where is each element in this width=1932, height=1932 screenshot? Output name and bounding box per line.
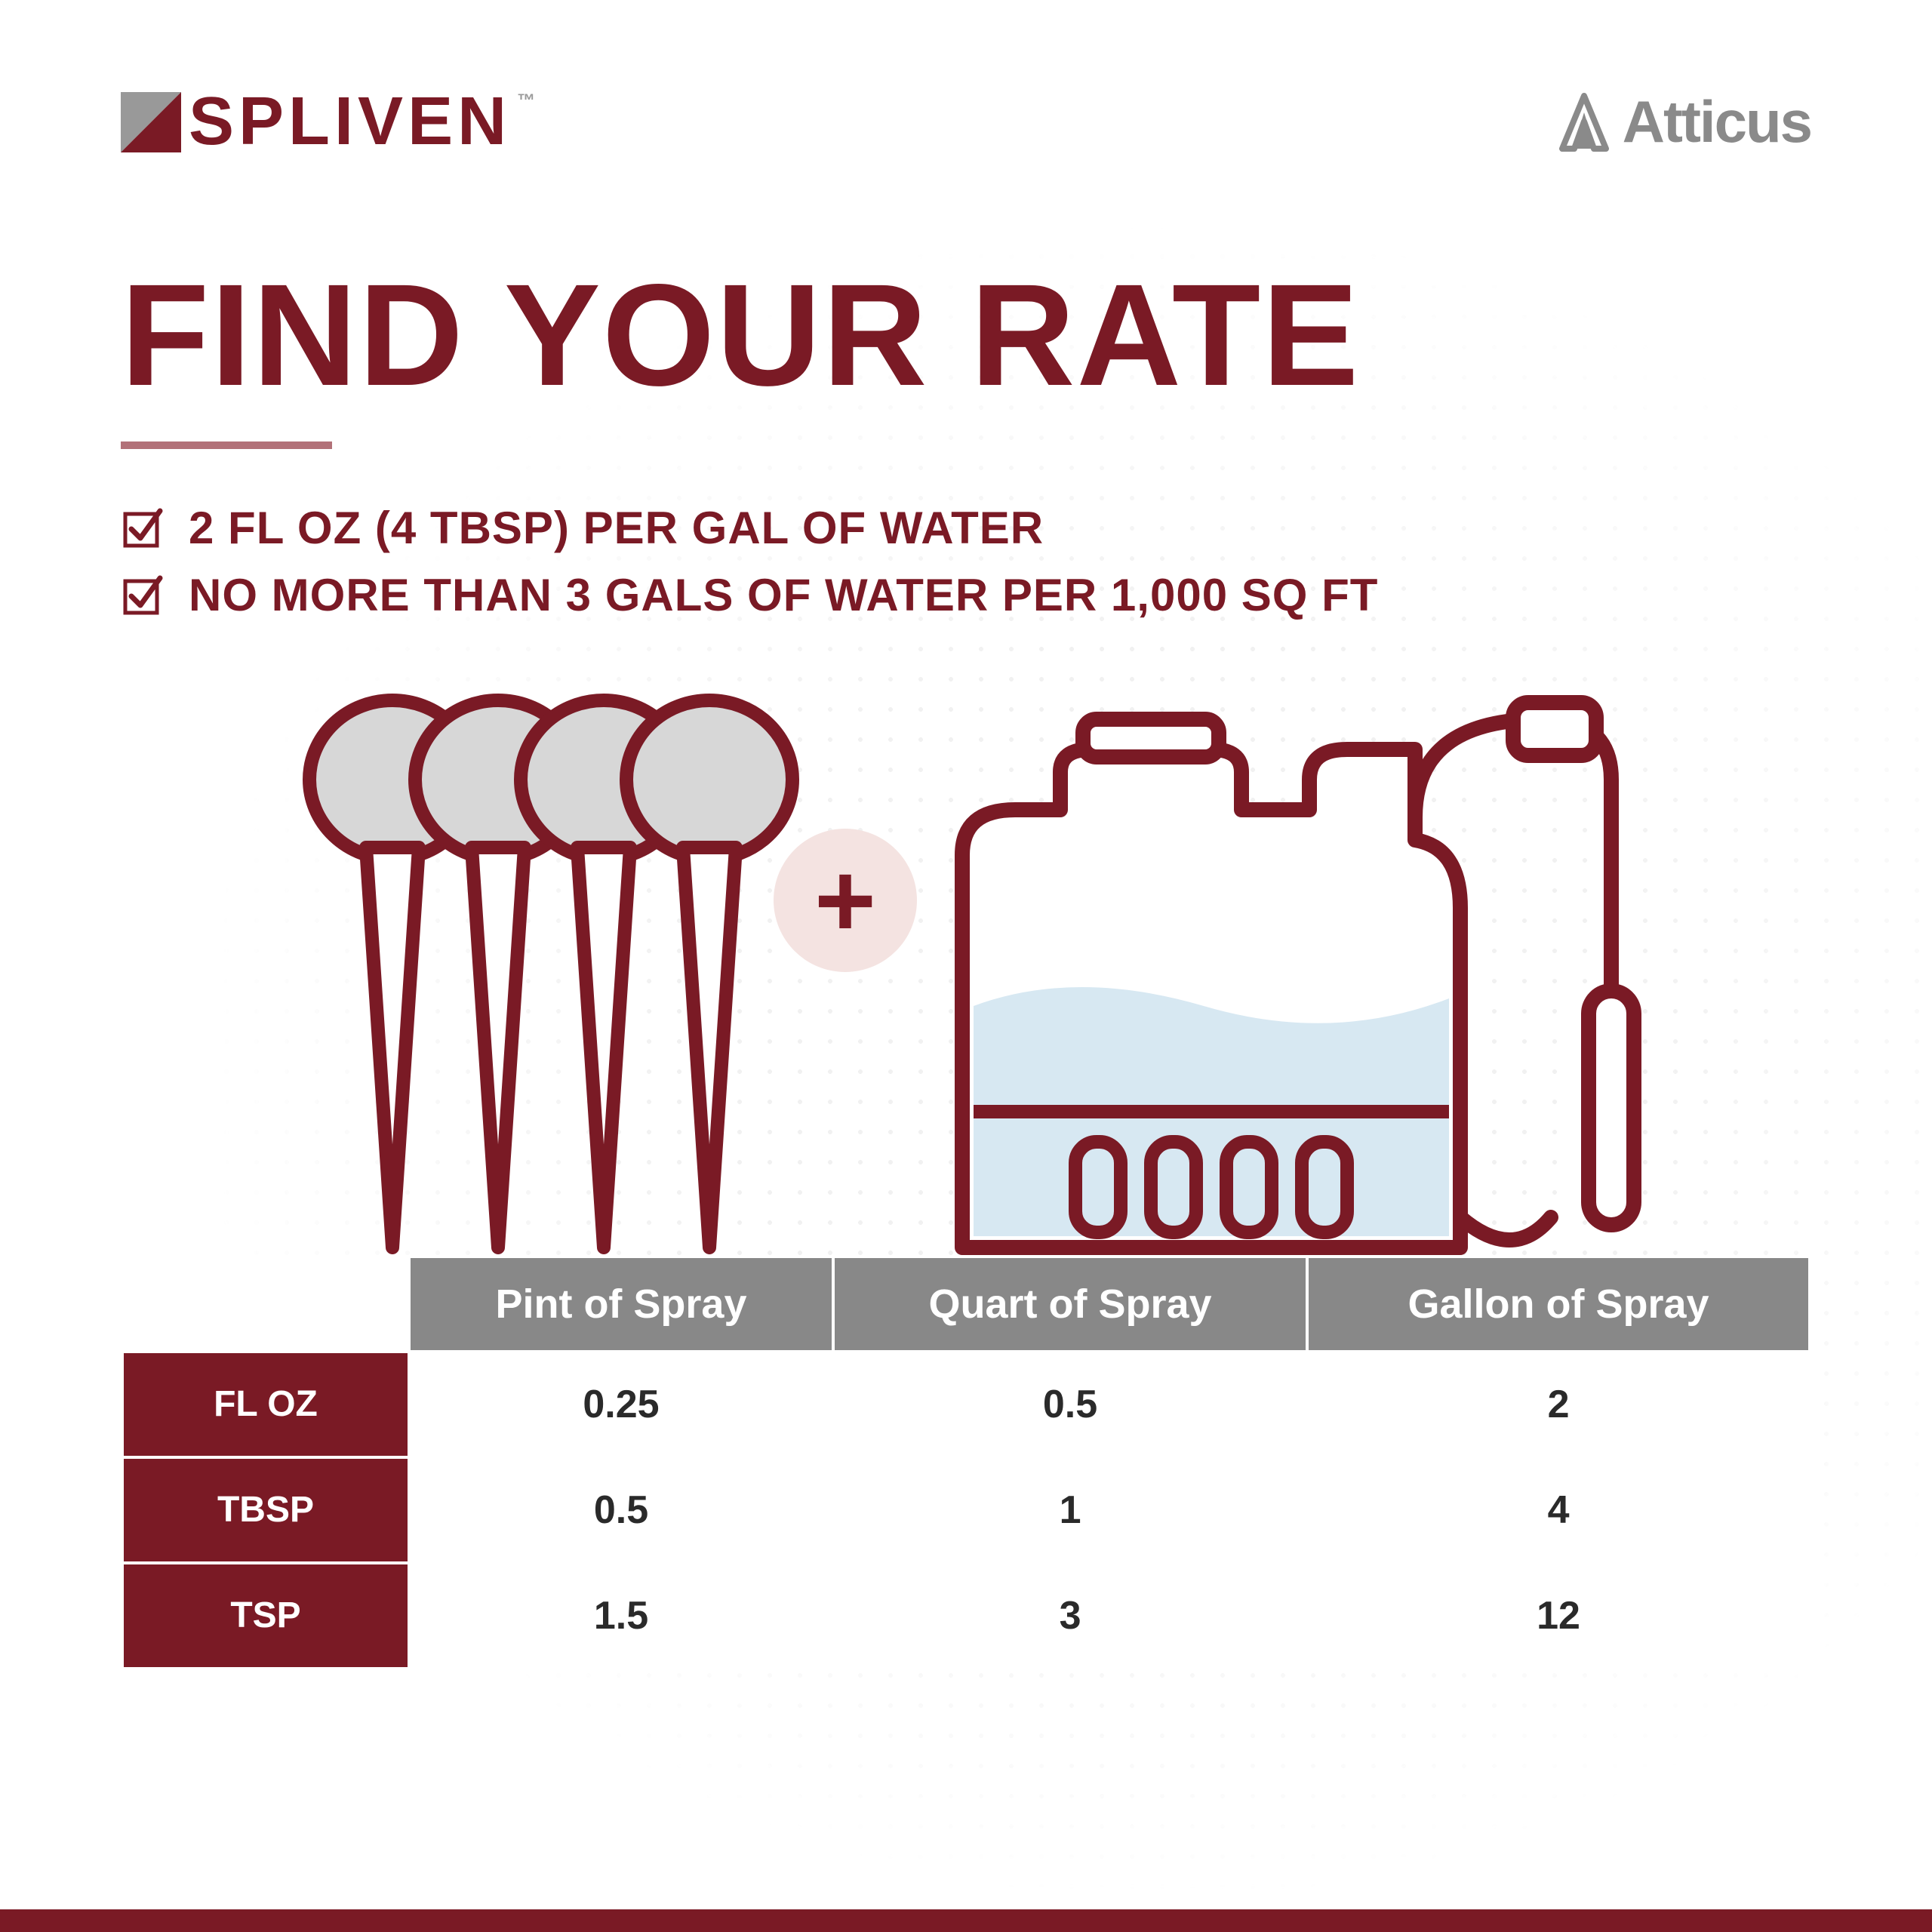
cell: 3 — [833, 1563, 1307, 1669]
rate-table: Pint of Spray Quart of Spray Gallon of S… — [121, 1255, 1811, 1670]
table-corner-blank — [122, 1257, 409, 1352]
col-header: Gallon of Spray — [1307, 1257, 1810, 1352]
cell: 0.25 — [409, 1352, 833, 1457]
cell: 4 — [1307, 1457, 1810, 1563]
col-header: Pint of Spray — [409, 1257, 833, 1352]
table-row: TBSP 0.5 1 4 — [122, 1457, 1810, 1563]
bullet-item: 2 FL OZ (4 TBSP) PER GAL OF WATER — [121, 502, 1811, 554]
row-header: TSP — [122, 1563, 409, 1669]
company-logo: Atticus — [1555, 88, 1811, 156]
spliven-mark-icon — [121, 92, 181, 152]
bullet-list: 2 FL OZ (4 TBSP) PER GAL OF WATER NO MOR… — [121, 502, 1811, 621]
col-header: Quart of Spray — [833, 1257, 1307, 1352]
bottom-bar — [0, 1909, 1932, 1932]
content-area: SPLIVEN ™ Atticus FIND YOUR RATE 2 FL OZ… — [0, 0, 1932, 1670]
product-name: SPLIVEN — [189, 83, 511, 161]
page-title: FIND YOUR RATE — [121, 259, 1811, 411]
cell: 0.5 — [409, 1457, 833, 1563]
sprayer-icon — [887, 689, 1657, 1263]
row-header: FL OZ — [122, 1352, 409, 1457]
illustration: + — [121, 689, 1811, 1263]
header-row: SPLIVEN ™ Atticus — [121, 83, 1811, 161]
check-icon — [121, 572, 166, 617]
bullet-text: 2 FL OZ (4 TBSP) PER GAL OF WATER — [189, 502, 1044, 554]
company-name-rest: tticus — [1663, 88, 1811, 155]
atticus-mark-icon — [1555, 93, 1614, 152]
table-row: FL OZ 0.25 0.5 2 — [122, 1352, 1810, 1457]
cell: 1.5 — [409, 1563, 833, 1669]
cell: 0.5 — [833, 1352, 1307, 1457]
cell: 2 — [1307, 1352, 1810, 1457]
row-header: TBSP — [122, 1457, 409, 1563]
table-row: TSP 1.5 3 12 — [122, 1563, 1810, 1669]
trademark: ™ — [517, 91, 540, 112]
product-logo: SPLIVEN ™ — [121, 83, 540, 161]
spoons-group-icon — [275, 689, 819, 1263]
check-icon — [121, 505, 166, 550]
cell: 12 — [1307, 1563, 1810, 1669]
bullet-item: NO MORE THAN 3 GALS OF WATER PER 1,000 S… — [121, 569, 1811, 621]
bullet-text: NO MORE THAN 3 GALS OF WATER PER 1,000 S… — [189, 569, 1378, 621]
cell: 1 — [833, 1457, 1307, 1563]
plus-icon: + — [774, 829, 917, 972]
title-underline — [121, 441, 332, 449]
